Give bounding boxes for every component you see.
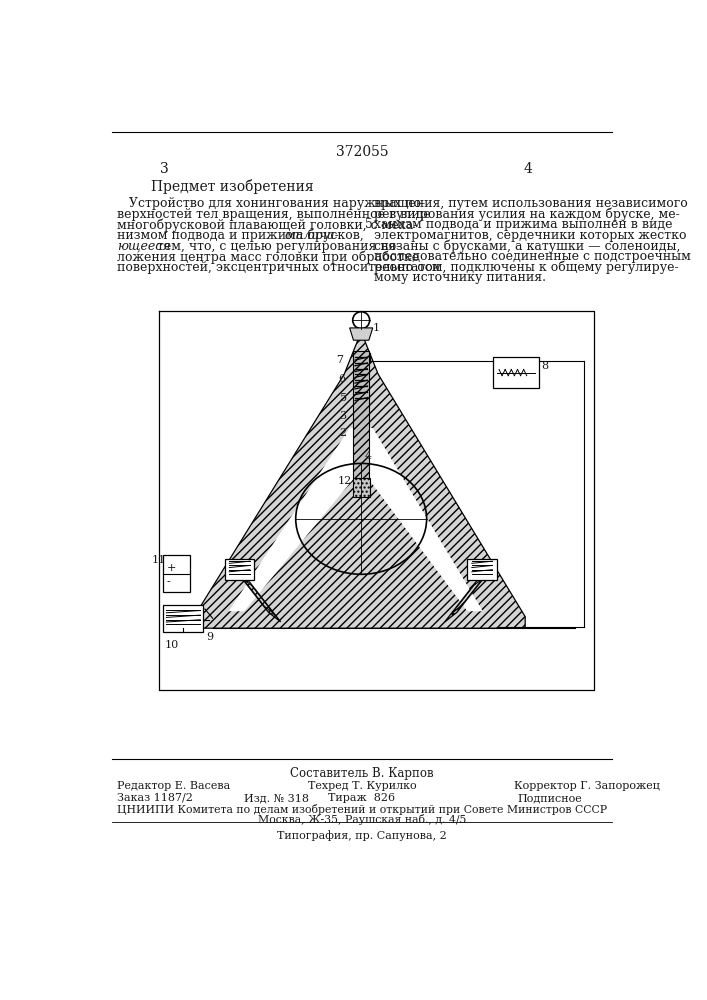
Polygon shape <box>445 570 490 622</box>
Text: верхностей тел вращения, выполненное в виде: верхностей тел вращения, выполненное в в… <box>117 208 431 221</box>
Text: многобрусковой плавающей головки, с меха-: многобрусковой плавающей головки, с меха… <box>117 218 417 232</box>
Polygon shape <box>194 332 525 628</box>
Text: ложения центра масс головки при обработке: ложения центра масс головки при обработк… <box>117 250 419 264</box>
Text: 5: 5 <box>339 393 346 403</box>
Text: ющееся: ющееся <box>117 240 170 253</box>
Polygon shape <box>229 428 483 611</box>
Text: Редактор Е. Васева: Редактор Е. Васева <box>117 781 230 791</box>
Polygon shape <box>243 579 273 613</box>
Text: 4: 4 <box>523 162 532 176</box>
Text: Тираж  826: Тираж 826 <box>328 793 395 803</box>
Polygon shape <box>225 559 254 580</box>
Text: ханизм подвода и прижима выполнен в виде: ханизм подвода и прижима выполнен в виде <box>373 218 672 231</box>
Text: 7: 7 <box>337 355 344 365</box>
Text: мому источнику питания.: мому источнику питания. <box>373 271 546 284</box>
Text: низмом подвода и прижима брусков,: низмом подвода и прижима брусков, <box>117 229 368 242</box>
Text: 12: 12 <box>338 476 352 486</box>
Text: поверхностей, эксцентричных относительно оси: поверхностей, эксцентричных относительно… <box>117 261 440 274</box>
Text: Устройство для хонингования наружных по-: Устройство для хонингования наружных по- <box>117 197 425 210</box>
Polygon shape <box>353 478 370 497</box>
Polygon shape <box>163 605 204 632</box>
Text: регулирования усилия на каждом бруске, ме-: регулирования усилия на каждом бруске, м… <box>373 208 679 221</box>
Text: Корректор Г. Запорожец: Корректор Г. Запорожец <box>514 781 660 791</box>
Text: +: + <box>166 563 176 573</box>
Text: электромагнитов, сердечники которых жестко: электромагнитов, сердечники которых жест… <box>373 229 686 242</box>
Text: вращения, путем использования независимого: вращения, путем использования независимо… <box>373 197 687 210</box>
Text: отлича-: отлича- <box>285 229 340 242</box>
Text: 8: 8 <box>542 361 549 371</box>
Polygon shape <box>350 328 373 340</box>
Text: реостатом, подключены к общему регулируе-: реостатом, подключены к общему регулируе… <box>373 261 678 274</box>
Text: 10: 10 <box>165 640 179 650</box>
Text: 5: 5 <box>365 218 373 231</box>
Polygon shape <box>493 357 539 388</box>
Text: Типография, пр. Сапунова, 2: Типография, пр. Сапунова, 2 <box>277 830 447 841</box>
Text: Москва, Ж-35, Раушская наб., д. 4/5: Москва, Ж-35, Раушская наб., д. 4/5 <box>258 814 466 825</box>
Text: связаны с брусками, а катушки — соленоиды,: связаны с брусками, а катушки — соленоид… <box>373 240 680 253</box>
Text: 372055: 372055 <box>336 145 388 159</box>
Text: Подписное: Подписное <box>518 793 583 803</box>
Text: 2: 2 <box>339 428 346 438</box>
Text: 9: 9 <box>206 632 214 642</box>
Text: Техред Т. Курилко: Техред Т. Курилко <box>308 781 416 791</box>
Text: Изд. № 318: Изд. № 318 <box>244 793 309 803</box>
Text: Составитель В. Карпов: Составитель В. Карпов <box>290 767 434 780</box>
Polygon shape <box>354 351 369 480</box>
Text: -: - <box>166 577 170 587</box>
Text: тем, что, с целью регулирования по-: тем, что, с целью регулирования по- <box>153 240 400 253</box>
Text: Предмет изобретения: Предмет изобретения <box>151 179 314 194</box>
Text: 11: 11 <box>152 555 166 565</box>
Polygon shape <box>235 570 281 622</box>
Text: 1: 1 <box>373 323 380 333</box>
Text: Заказ 1187/2: Заказ 1187/2 <box>117 793 193 803</box>
Polygon shape <box>467 559 497 580</box>
Text: последовательно соединенные с подстроечным: последовательно соединенные с подстроечн… <box>373 250 690 263</box>
Polygon shape <box>163 555 190 592</box>
Text: 4: 4 <box>365 451 372 461</box>
Polygon shape <box>452 579 482 613</box>
Text: ЦНИИПИ Комитета по делам изобретений и открытий при Совете Министров СССР: ЦНИИПИ Комитета по делам изобретений и о… <box>117 804 607 815</box>
Text: 3: 3 <box>160 162 169 176</box>
Text: 3: 3 <box>339 411 346 421</box>
Text: 6: 6 <box>338 374 345 384</box>
